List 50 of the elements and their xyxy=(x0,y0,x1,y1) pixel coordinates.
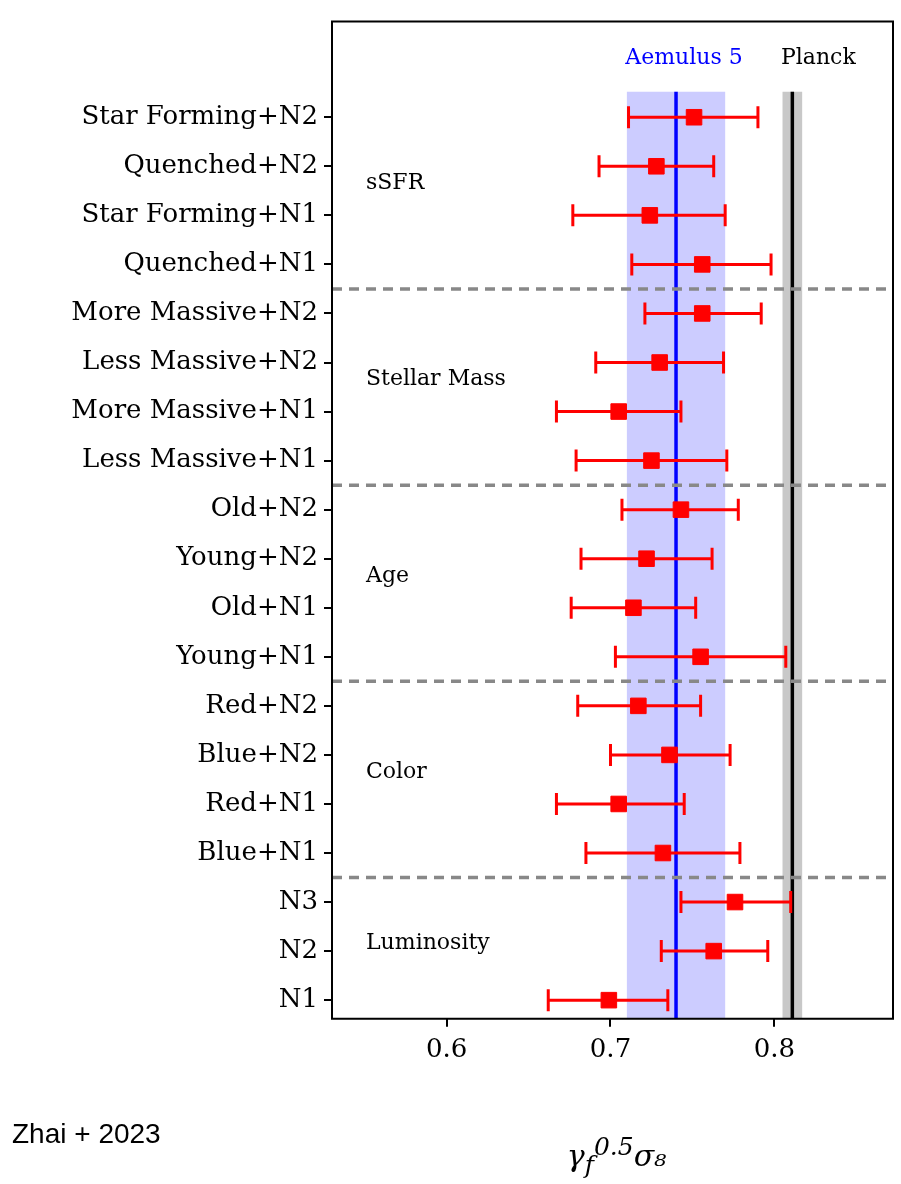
point xyxy=(672,501,690,518)
annotation: Luminosity xyxy=(366,929,491,955)
y-tick-label: Less Massive+N2 xyxy=(82,345,318,376)
annotation: Stellar Mass xyxy=(366,365,506,391)
x-tick-label: 0.7 xyxy=(589,1033,632,1064)
annotation: sSFR xyxy=(366,169,426,195)
x-tick-label: 0.8 xyxy=(753,1033,795,1064)
y-tick-label: More Massive+N1 xyxy=(71,394,318,425)
y-tick-label: Blue+N1 xyxy=(197,835,318,866)
y-tick-label: Red+N1 xyxy=(205,786,318,817)
point xyxy=(643,452,660,469)
point xyxy=(610,403,627,420)
point xyxy=(693,256,711,273)
x-tick-label: 0.6 xyxy=(426,1033,468,1064)
point xyxy=(705,942,722,960)
y-tick-label: Blue+N2 xyxy=(197,737,318,768)
point xyxy=(692,648,709,666)
y-tick-label: Old+N2 xyxy=(210,492,318,523)
text: Zhai + 2023 xyxy=(12,1118,161,1150)
y-tick-label: Old+N1 xyxy=(210,590,318,621)
point xyxy=(651,354,668,371)
y-tick-label: Quenched+N1 xyxy=(123,247,318,278)
point xyxy=(685,108,703,126)
point xyxy=(641,207,659,224)
point xyxy=(600,991,618,1009)
y-tick-label: Quenched+N2 xyxy=(123,149,318,180)
point xyxy=(638,550,655,567)
point xyxy=(648,158,665,175)
y-tick-label: Star Forming+N1 xyxy=(81,198,318,229)
y-tick-label: N2 xyxy=(278,933,318,964)
point xyxy=(610,795,627,813)
point xyxy=(654,844,672,862)
annotation: Age xyxy=(365,561,409,587)
point xyxy=(661,746,678,764)
y-tick-label: More Massive+N2 xyxy=(71,296,318,327)
point xyxy=(630,697,647,715)
y-tick-label: N3 xyxy=(278,884,318,915)
ref-line-label: Planck xyxy=(780,44,857,70)
y-tick-label: Young+N2 xyxy=(175,541,318,572)
point xyxy=(693,305,711,322)
y-tick-label: Red+N2 xyxy=(205,688,318,719)
point xyxy=(625,599,642,617)
point xyxy=(726,893,744,911)
y-tick-label: Less Massive+N1 xyxy=(82,443,318,474)
annotation: Color xyxy=(366,757,428,783)
y-tick-label: N1 xyxy=(278,982,318,1013)
ref-line-label: Aemulus 5 xyxy=(624,44,743,70)
y-tick-label: Star Forming+N2 xyxy=(81,100,318,130)
x-axis-title: γ$_{f}$$^{0.5}$σ₈ xyxy=(565,1132,668,1179)
y-tick-label: Young+N1 xyxy=(175,639,318,670)
